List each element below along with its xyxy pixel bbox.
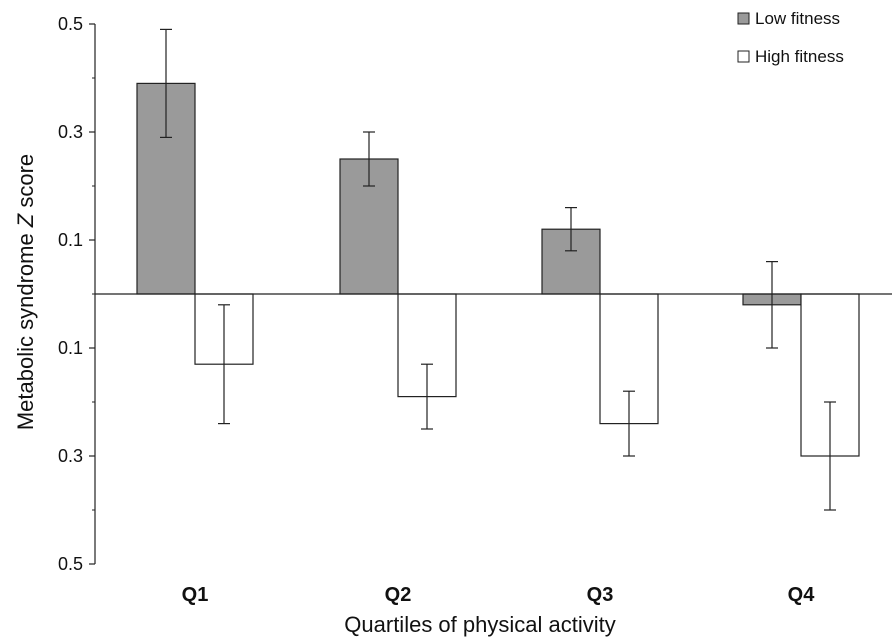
legend-label-low-fitness: Low fitness bbox=[755, 9, 840, 28]
x-tick-label-q1: Q1 bbox=[182, 584, 209, 606]
legend-swatch-high-fitness bbox=[737, 50, 750, 63]
y-tick-label: 0.3 bbox=[58, 446, 83, 466]
y-tick-label: 0.5 bbox=[58, 14, 83, 34]
error-bars bbox=[160, 28, 836, 511]
category-labels: Q1 Q2 Q3 Q4 bbox=[182, 584, 816, 606]
legend-swatch-low-fitness bbox=[737, 12, 750, 25]
y-tick-label: 0.3 bbox=[58, 122, 83, 142]
legend-item-low-fitness: Low fitness bbox=[737, 9, 840, 28]
y-tick-label: 0.5 bbox=[58, 554, 83, 574]
legend-label-high-fitness: High fitness bbox=[755, 47, 844, 66]
x-tick-label-q2: Q2 bbox=[385, 584, 412, 606]
x-tick-label-q4: Q4 bbox=[788, 584, 816, 606]
y-tick-label: 0.1 bbox=[58, 230, 83, 250]
bars bbox=[136, 82, 860, 457]
legend-item-high-fitness: High fitness bbox=[737, 47, 844, 66]
y-axis-title: Metabolic syndrome Z score bbox=[13, 154, 38, 430]
x-tick-label-q3: Q3 bbox=[587, 584, 614, 606]
y-tick-label: 0.1 bbox=[58, 338, 83, 358]
legend: Low fitness High fitness bbox=[737, 9, 844, 66]
y-axis: 0.5 0.3 0.1 0.1 0.3 0.5 bbox=[58, 14, 96, 574]
x-axis-title: Quartiles of physical activity bbox=[344, 612, 615, 637]
